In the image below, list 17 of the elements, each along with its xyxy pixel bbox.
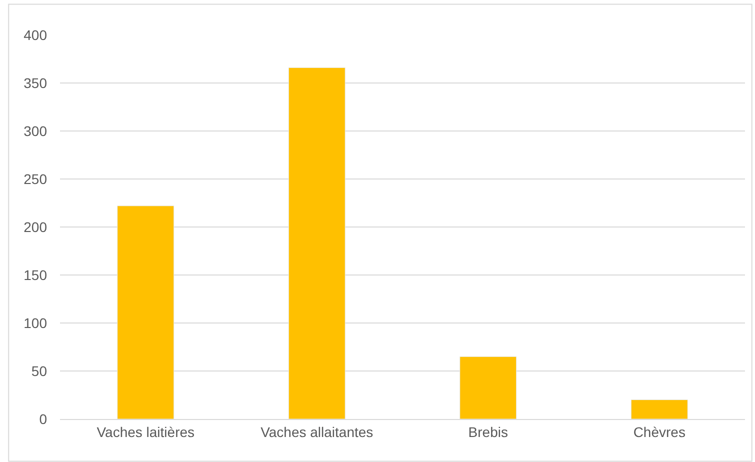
y-tick-label: 250 bbox=[24, 170, 48, 187]
y-tick-label: 150 bbox=[24, 266, 48, 283]
y-tick-label: 350 bbox=[24, 74, 48, 91]
y-tick-label: 50 bbox=[31, 362, 48, 379]
bar bbox=[630, 400, 688, 419]
bar bbox=[117, 206, 174, 419]
bar bbox=[460, 356, 517, 419]
y-tick-label: 200 bbox=[24, 218, 48, 235]
x-tick-label: Chèvres bbox=[633, 424, 686, 440]
y-tick-label: 0 bbox=[39, 410, 48, 427]
x-tick-label: Vaches allaitantes bbox=[260, 424, 374, 440]
y-tick-label: 400 bbox=[24, 26, 48, 43]
bar bbox=[288, 67, 346, 419]
x-tick-label: Vaches laitières bbox=[96, 424, 195, 440]
y-tick-label: 100 bbox=[24, 314, 48, 331]
x-tick-label: Brebis bbox=[468, 424, 508, 440]
y-tick-label: 300 bbox=[24, 122, 48, 139]
